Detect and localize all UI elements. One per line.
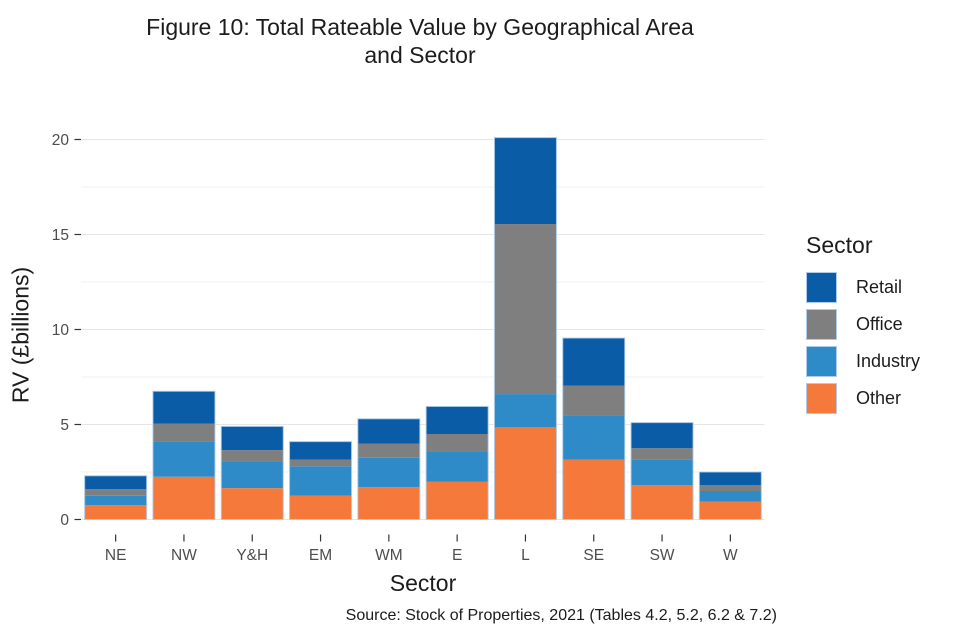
bar-segment-WM-retail bbox=[357, 418, 420, 444]
legend-item-other: Other bbox=[806, 383, 920, 414]
source-caption: Source: Stock of Properties, 2021 (Table… bbox=[345, 607, 777, 624]
legend: Sector Retail Office Industry Other bbox=[806, 232, 920, 420]
bar-segment-NE-office bbox=[84, 489, 147, 496]
bar-segment-W-retail bbox=[699, 472, 762, 486]
x-tick-label-NE: NE bbox=[105, 547, 127, 564]
bar-segment-Y&H-industry bbox=[221, 461, 284, 489]
x-tick-label-WM: WM bbox=[375, 547, 403, 564]
bar-segment-SE-retail bbox=[562, 338, 625, 386]
bar-segment-W-office bbox=[699, 485, 762, 491]
bar-outline-NE bbox=[84, 475, 148, 520]
bar-outline-SW bbox=[630, 422, 694, 521]
legend-label-industry: Industry bbox=[856, 351, 921, 371]
bar-segment-NW-industry bbox=[152, 441, 215, 477]
bar-segment-SW-other bbox=[631, 485, 694, 520]
bar-segment-EM-office bbox=[289, 459, 352, 467]
bar-segment-E-retail bbox=[426, 406, 489, 434]
legend-swatch-retail bbox=[806, 272, 837, 303]
bar-segment-NE-other bbox=[84, 505, 147, 520]
x-tick-label-SW: SW bbox=[650, 547, 675, 564]
x-tick-label-L: L bbox=[521, 547, 530, 564]
y-tick-label-20: 20 bbox=[52, 132, 70, 149]
bar-segment-L-other bbox=[494, 427, 557, 520]
bar-segment-WM-industry bbox=[357, 457, 420, 488]
bar-segment-EM-other bbox=[289, 495, 352, 520]
bar-segment-WM-office bbox=[357, 443, 420, 458]
bar-outline-L bbox=[493, 137, 557, 520]
bar-segment-NW-other bbox=[152, 476, 215, 520]
legend-label-other: Other bbox=[856, 388, 902, 408]
legend-item-office: Office bbox=[806, 309, 920, 340]
bar-segment-Y&H-other bbox=[221, 488, 284, 520]
bar-segment-L-industry bbox=[494, 394, 557, 428]
bar-segment-SE-other bbox=[562, 459, 625, 520]
bar-segment-SW-office bbox=[631, 448, 694, 460]
bar-outline-Y&H bbox=[220, 425, 284, 520]
bar-segment-L-office bbox=[494, 224, 557, 395]
legend-swatch-office bbox=[806, 309, 837, 340]
bar-segment-NE-industry bbox=[84, 495, 147, 506]
bar-segment-NW-retail bbox=[152, 391, 215, 424]
x-tick-label-NW: NW bbox=[171, 547, 197, 564]
x-tick-label-E: E bbox=[452, 547, 462, 564]
bar-segment-NE-retail bbox=[84, 475, 147, 490]
bar-segment-W-industry bbox=[699, 491, 762, 502]
legend-item-retail: Retail bbox=[806, 272, 920, 303]
bar-outline-SE bbox=[562, 337, 626, 520]
bar-segment-SW-retail bbox=[631, 422, 694, 449]
bar-segment-Y&H-office bbox=[221, 450, 284, 462]
y-tick-label-5: 5 bbox=[60, 417, 69, 434]
y-tick-label-15: 15 bbox=[52, 227, 69, 244]
chart-title-line1: Figure 10: Total Rateable Value by Geogr… bbox=[146, 14, 694, 40]
y-tick-label-0: 0 bbox=[60, 512, 69, 529]
x-tick-label-Y&H: Y&H bbox=[236, 547, 268, 564]
bar-segment-EM-industry bbox=[289, 466, 352, 496]
bar-segment-SE-industry bbox=[562, 415, 625, 460]
bar-segment-NW-office bbox=[152, 423, 215, 442]
chart-title: Figure 10: Total Rateable Value by Geogr… bbox=[0, 13, 840, 69]
chart-title-line2: and Sector bbox=[364, 42, 476, 68]
bar-segment-E-other bbox=[426, 481, 489, 520]
legend-swatch-industry bbox=[806, 346, 837, 377]
y-tick-label-10: 10 bbox=[52, 322, 70, 339]
bar-segment-SE-office bbox=[562, 385, 625, 416]
bar-segment-E-industry bbox=[426, 451, 489, 482]
bar-outline-NW bbox=[152, 390, 216, 520]
legend-title: Sector bbox=[806, 232, 873, 258]
bar-segment-E-office bbox=[426, 434, 489, 452]
bar-outline-EM bbox=[289, 441, 353, 521]
legend-items: Retail Office Industry Other bbox=[806, 272, 920, 414]
bar-outline-WM bbox=[357, 418, 421, 520]
legend-label-office: Office bbox=[856, 314, 903, 334]
x-tick-label-W: W bbox=[723, 547, 738, 564]
legend-label-retail: Retail bbox=[856, 277, 903, 297]
bar-segment-Y&H-retail bbox=[221, 426, 284, 451]
legend-item-industry: Industry bbox=[806, 346, 920, 377]
bar-segment-EM-retail bbox=[289, 441, 352, 460]
bar-segment-L-retail bbox=[494, 137, 557, 225]
bar-segment-W-other bbox=[699, 501, 762, 520]
x-tick-label-EM: EM bbox=[309, 547, 332, 564]
legend-swatch-other bbox=[806, 383, 837, 414]
bar-outline-W bbox=[698, 471, 762, 520]
x-axis-title: Sector bbox=[389, 570, 457, 596]
bar-segment-SW-industry bbox=[631, 459, 694, 486]
x-tick-label-SE: SE bbox=[583, 547, 604, 564]
bar-segment-WM-other bbox=[357, 487, 420, 520]
bar-outline-E bbox=[425, 405, 489, 521]
